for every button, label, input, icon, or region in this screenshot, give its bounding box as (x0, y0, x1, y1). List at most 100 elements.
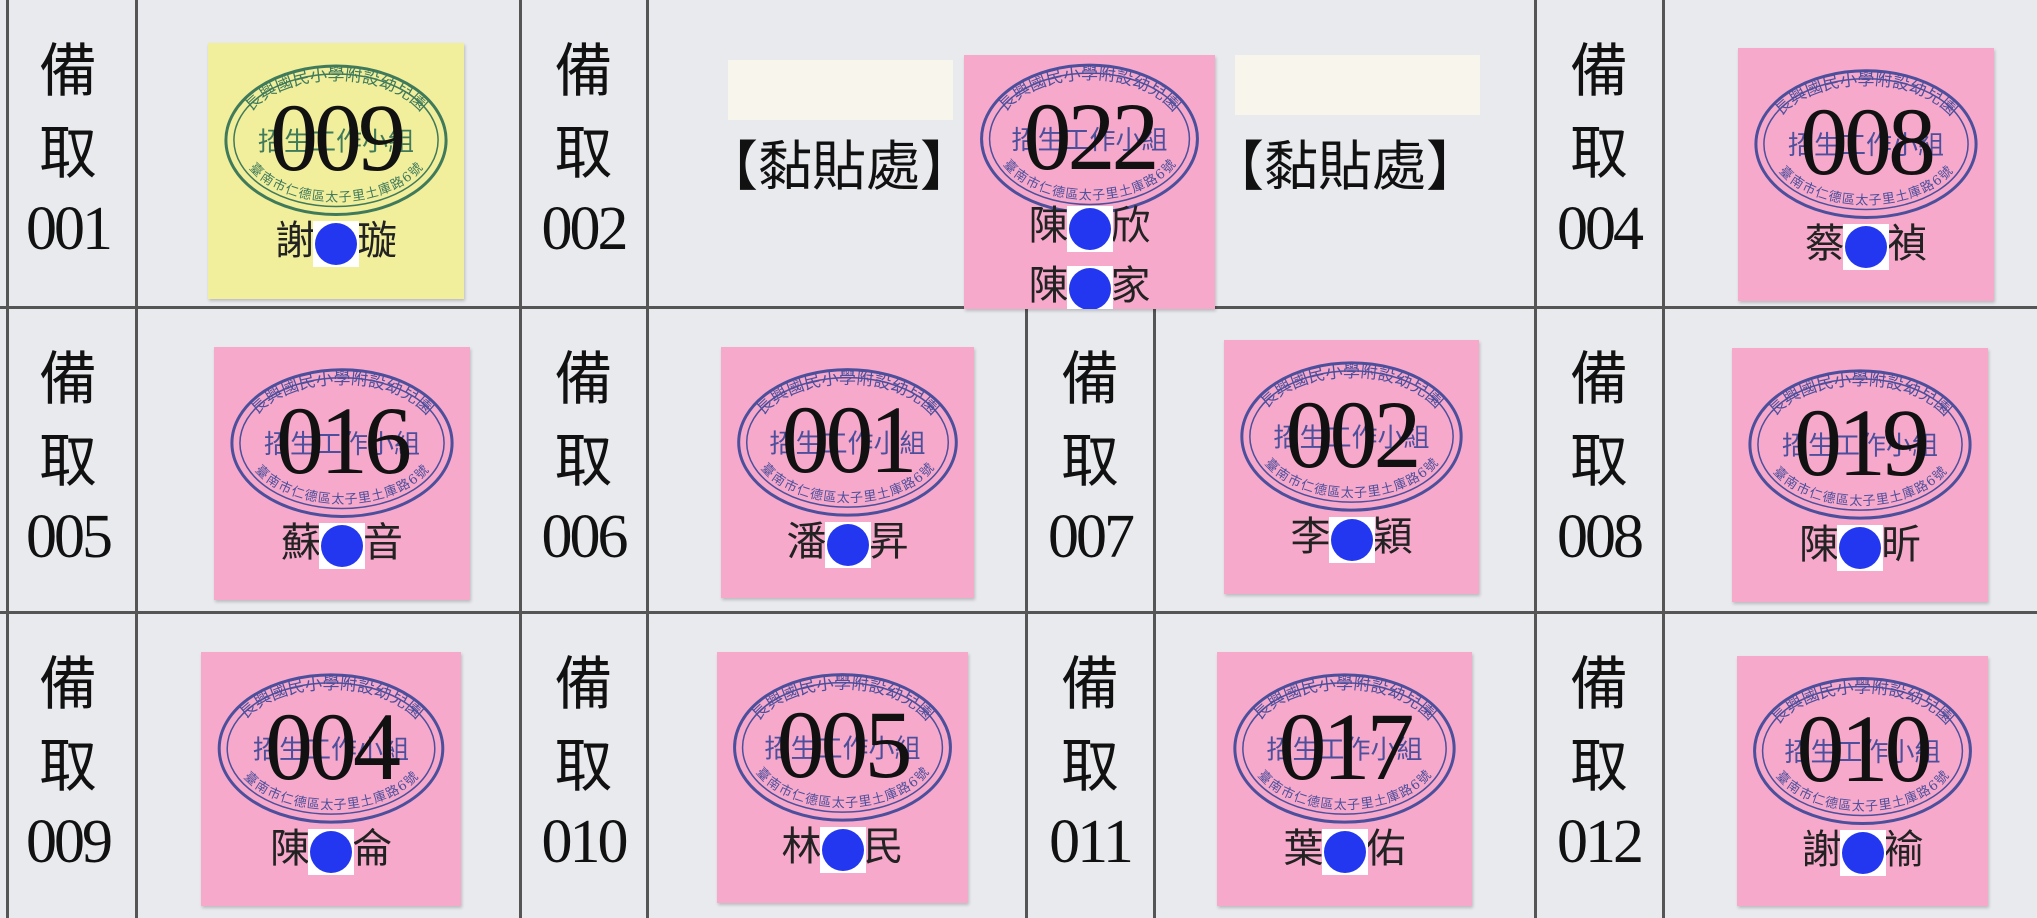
slot-number: 006 (541, 503, 629, 571)
sticker-number: 009 (270, 84, 406, 192)
grid-line (646, 613, 649, 918)
stamp-ring (1748, 369, 1972, 520)
slot-prefix: 備取 (39, 37, 98, 187)
slot-prefix: 備取 (554, 345, 613, 495)
slot-label: 備取 008 (1535, 338, 1663, 572)
grid-line (646, 308, 649, 613)
stamp-ring (1233, 673, 1456, 824)
slot-prefix: 備取 (1061, 650, 1120, 800)
child-name: 林民 (717, 823, 968, 873)
redaction-dot (1066, 266, 1113, 309)
child-name: 陳昕 (1732, 521, 1988, 571)
slot-prefix: 備取 (554, 37, 613, 187)
given-name: 侖 (352, 825, 392, 872)
grid-line (135, 613, 138, 918)
redaction-dot (1328, 516, 1375, 563)
slot-label: 備取 005 (0, 338, 136, 572)
stamp-ring (737, 368, 958, 517)
stamp-ring (224, 64, 448, 217)
given-name: 佑 (1365, 825, 1406, 872)
tape (728, 60, 953, 120)
grid-line (1025, 308, 1028, 613)
child-name: 蘇音 (214, 519, 470, 570)
surname: 陳 (1799, 521, 1839, 568)
grid-line (519, 613, 522, 918)
stamp-ring (1240, 361, 1463, 512)
stamp-ring (233, 73, 439, 208)
sticker-number: 019 (1794, 388, 1930, 496)
slot-prefix: 備取 (1570, 345, 1629, 495)
stamp-group: 招生工作小組 (1266, 736, 1422, 766)
surname: 潘 (786, 518, 827, 565)
grid-line (1662, 308, 1665, 613)
child-name: 潘昇 (721, 518, 974, 568)
sticker: 長興國民小學附設幼兒園 臺南市仁德區太子里土庫路6號 招生工作小組 017 葉佑 (1217, 652, 1472, 906)
stamp-group: 招生工作小組 (769, 429, 925, 459)
slot-prefix: 備取 (1570, 650, 1629, 800)
given-name: 民 (863, 823, 904, 870)
grid-line (1534, 308, 1537, 613)
slot-number: 004 (1557, 195, 1644, 263)
stamp-ring (1763, 78, 1969, 211)
stamp-group: 招生工作小組 (264, 430, 420, 460)
sticker-number: 001 (781, 386, 918, 494)
grid-line (1534, 0, 1537, 308)
redaction-dot (319, 523, 365, 570)
paste-label: 【黏貼處】 (1210, 135, 1480, 198)
slot-prefix: 備取 (39, 345, 98, 495)
slot-number: 012 (1557, 808, 1644, 876)
child-name: 陳欣 (964, 202, 1215, 253)
slot-label: 備取 007 (1026, 338, 1154, 572)
slot-number: 009 (26, 808, 113, 876)
slot-prefix: 備取 (554, 650, 613, 800)
stamp-ring (745, 376, 950, 508)
surname: 謝 (1801, 827, 1842, 873)
slot-label: 備取 006 (520, 338, 647, 572)
slot-number: 005 (26, 503, 113, 571)
grid-line (1662, 613, 1665, 918)
sticker-number: 002 (1285, 380, 1422, 488)
given-name: 昇 (868, 518, 909, 565)
slot-prefix: 備取 (39, 650, 98, 800)
sticker-number: 017 (1278, 692, 1415, 800)
stamp-group: 招生工作小組 (1273, 424, 1429, 454)
given-name: 璇 (357, 218, 397, 265)
redaction-dot (1066, 206, 1113, 253)
child-name: 李穎 (1224, 513, 1479, 563)
tape (1235, 55, 1480, 115)
slot-label: 備取 012 (1535, 643, 1663, 877)
slot-number: 008 (1557, 503, 1644, 571)
slot-label: 備取 002 (520, 30, 647, 264)
sticker-number: 010 (1796, 695, 1933, 802)
stamp-group: 招生工作小組 (764, 734, 920, 764)
redaction-dot (1837, 524, 1883, 571)
stamp-ring (226, 682, 436, 815)
sticker-number: 008 (1800, 88, 1936, 196)
slot-number: 001 (26, 195, 113, 263)
sticker-number: 016 (276, 387, 412, 495)
slot-number: 010 (541, 808, 629, 876)
slot-prefix: 備取 (1570, 37, 1629, 187)
slot-number: 011 (1049, 808, 1134, 876)
sticker: 長興國民小學附設幼兒園 臺南市仁德區太子里土庫路6號 招生工作小組 022 陳欣陳家 (964, 55, 1215, 309)
surname: 蔡 (1805, 221, 1845, 268)
stamp-group: 招生工作小組 (1782, 432, 1938, 462)
surname: 蘇 (281, 520, 321, 567)
given-name: 褕 (1883, 827, 1924, 873)
given-name: 音 (363, 520, 403, 567)
stamp-ring (988, 72, 1191, 206)
stamp-group: 招生工作小組 (1784, 738, 1940, 768)
redaction-dot (819, 826, 866, 873)
stamp-ring (1757, 378, 1963, 511)
given-name: 昕 (1881, 521, 1921, 568)
child-name: 陳家 (964, 262, 1215, 309)
sticker: 長興國民小學附設幼兒園 臺南市仁德區太子里土庫路6號 招生工作小組 010 謝褕 (1737, 656, 1988, 906)
stamp-ring (217, 673, 445, 824)
redaction-dot (1321, 828, 1368, 875)
sticker: 長興國民小學附設幼兒園 臺南市仁德區太子里土庫路6號 招生工作小組 009 謝璇 (208, 43, 464, 299)
redaction-dot (1843, 224, 1889, 271)
